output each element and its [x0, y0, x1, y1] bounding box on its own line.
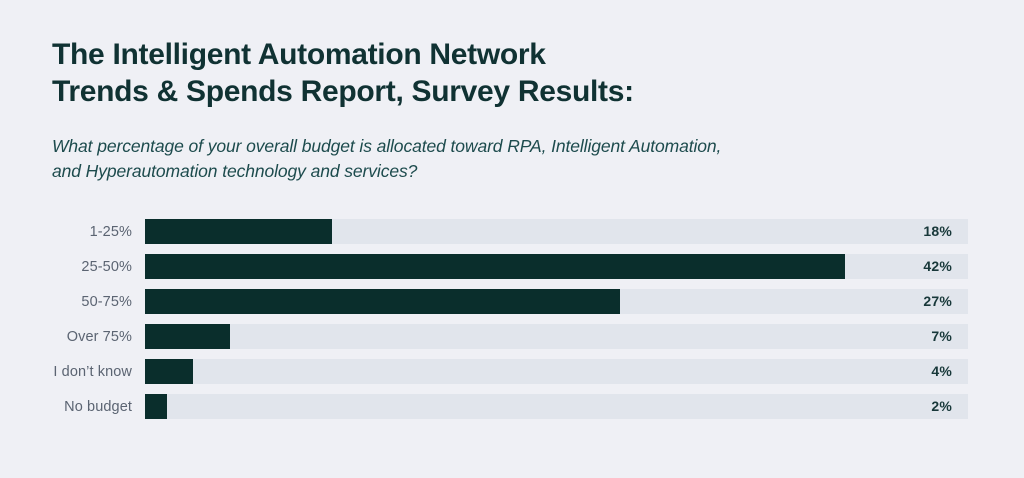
bar-fill — [145, 289, 620, 314]
survey-question: What percentage of your overall budget i… — [52, 134, 982, 184]
bar-category-label: 50-75% — [81, 293, 132, 310]
bar-category-label: Over 75% — [66, 328, 132, 345]
page-title: The Intelligent Automation Network Trend… — [52, 36, 982, 110]
bar-chart: 1-25% 18% 25-50% 42% 50-75% 27% Over 75% 7% I do… — [0, 219, 1024, 439]
bar-fill — [145, 324, 230, 349]
bar-fill — [145, 359, 193, 384]
bar-track: 2% — [145, 394, 968, 419]
bar-row: I don’t know 4% — [0, 359, 1024, 384]
survey-question-line-1: What percentage of your overall budget i… — [52, 136, 722, 156]
header: The Intelligent Automation Network Trend… — [52, 36, 982, 184]
bar-row: Over 75% 7% — [0, 324, 1024, 349]
bar-track: 4% — [145, 359, 968, 384]
bar-category-label: No budget — [64, 398, 132, 415]
bar-category-label: 25-50% — [81, 258, 132, 275]
bar-fill — [145, 219, 332, 244]
bar-row: 50-75% 27% — [0, 289, 1024, 314]
bar-value-label: 18% — [923, 223, 952, 239]
page-title-line-1: The Intelligent Automation Network — [52, 38, 546, 71]
bar-category-label: 1-25% — [89, 223, 132, 240]
bar-track: 27% — [145, 289, 968, 314]
survey-question-line-2: and Hyperautomation technology and servi… — [52, 161, 418, 181]
bar-track: 7% — [145, 324, 968, 349]
bar-row: 25-50% 42% — [0, 254, 1024, 279]
bar-value-label: 2% — [931, 398, 952, 414]
bar-track: 42% — [145, 254, 968, 279]
bar-fill — [145, 254, 845, 279]
bar-value-label: 42% — [923, 258, 952, 274]
bar-track: 18% — [145, 219, 968, 244]
bar-fill — [145, 394, 167, 419]
bar-value-label: 7% — [931, 328, 952, 344]
page-title-line-2: Trends & Spends Report, Survey Results: — [52, 75, 634, 108]
bar-row: 1-25% 18% — [0, 219, 1024, 244]
bar-value-label: 27% — [923, 293, 952, 309]
bar-category-label: I don’t know — [53, 363, 132, 380]
bar-value-label: 4% — [931, 363, 952, 379]
bar-row: No budget 2% — [0, 394, 1024, 419]
